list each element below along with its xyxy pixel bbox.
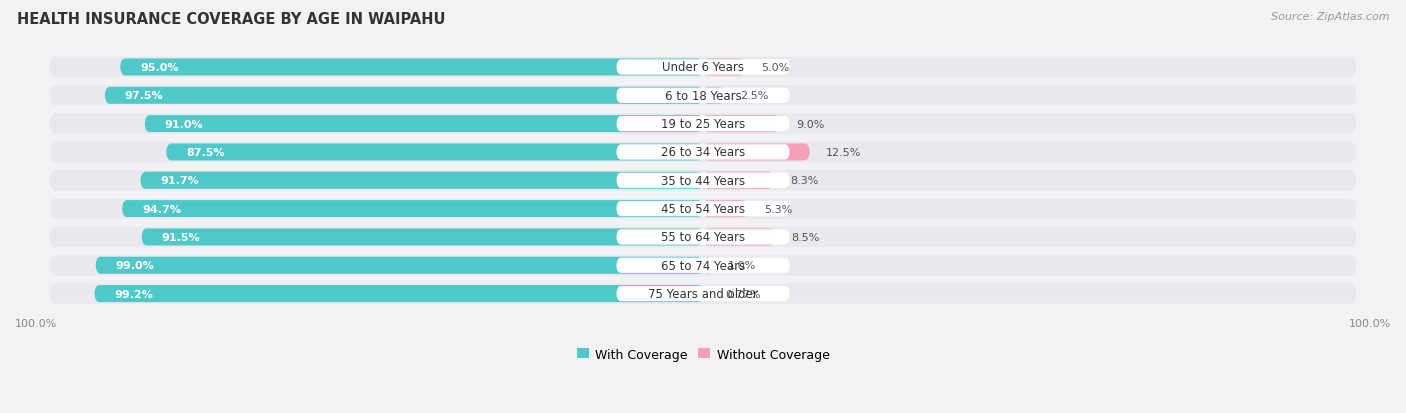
FancyBboxPatch shape (145, 116, 703, 133)
FancyBboxPatch shape (616, 202, 790, 217)
Text: 5.0%: 5.0% (762, 63, 790, 73)
FancyBboxPatch shape (616, 286, 790, 301)
FancyBboxPatch shape (703, 172, 773, 189)
FancyBboxPatch shape (94, 285, 703, 302)
Text: 75 Years and older: 75 Years and older (648, 287, 758, 300)
FancyBboxPatch shape (105, 88, 703, 104)
FancyBboxPatch shape (703, 144, 810, 161)
FancyBboxPatch shape (142, 229, 703, 246)
Text: 8.3%: 8.3% (790, 176, 818, 186)
Text: 55 to 64 Years: 55 to 64 Years (661, 231, 745, 244)
Text: 65 to 74 Years: 65 to 74 Years (661, 259, 745, 272)
FancyBboxPatch shape (49, 171, 1357, 191)
Text: 94.7%: 94.7% (142, 204, 181, 214)
Text: 5.3%: 5.3% (765, 204, 793, 214)
FancyBboxPatch shape (49, 256, 1357, 276)
FancyBboxPatch shape (616, 88, 790, 104)
FancyBboxPatch shape (49, 284, 1357, 304)
FancyBboxPatch shape (141, 172, 703, 189)
Text: 91.0%: 91.0% (165, 119, 204, 129)
Text: 99.0%: 99.0% (115, 261, 155, 271)
FancyBboxPatch shape (703, 59, 745, 76)
FancyBboxPatch shape (120, 59, 703, 76)
Text: 0.77%: 0.77% (725, 289, 761, 299)
FancyBboxPatch shape (616, 258, 790, 273)
FancyBboxPatch shape (703, 285, 710, 302)
Text: 97.5%: 97.5% (125, 91, 163, 101)
FancyBboxPatch shape (49, 57, 1357, 78)
Text: 12.5%: 12.5% (825, 147, 860, 157)
Text: 95.0%: 95.0% (141, 63, 179, 73)
Text: 45 to 54 Years: 45 to 54 Years (661, 203, 745, 216)
FancyBboxPatch shape (49, 86, 1357, 106)
FancyBboxPatch shape (49, 142, 1357, 163)
Text: 35 to 44 Years: 35 to 44 Years (661, 174, 745, 188)
FancyBboxPatch shape (703, 201, 748, 218)
FancyBboxPatch shape (49, 199, 1357, 219)
FancyBboxPatch shape (616, 145, 790, 160)
Text: 6 to 18 Years: 6 to 18 Years (665, 90, 741, 102)
Text: 99.2%: 99.2% (114, 289, 153, 299)
FancyBboxPatch shape (122, 201, 703, 218)
Text: 8.5%: 8.5% (792, 233, 820, 242)
FancyBboxPatch shape (616, 117, 790, 132)
Text: 9.0%: 9.0% (796, 119, 824, 129)
Text: 1.0%: 1.0% (727, 261, 756, 271)
FancyBboxPatch shape (616, 173, 790, 188)
Text: 19 to 25 Years: 19 to 25 Years (661, 118, 745, 131)
Text: 87.5%: 87.5% (186, 147, 225, 157)
Text: 2.5%: 2.5% (741, 91, 769, 101)
Text: 91.7%: 91.7% (160, 176, 200, 186)
FancyBboxPatch shape (703, 88, 724, 104)
FancyBboxPatch shape (49, 227, 1357, 247)
Text: Source: ZipAtlas.com: Source: ZipAtlas.com (1271, 12, 1389, 22)
Text: 91.5%: 91.5% (162, 233, 200, 242)
Text: Under 6 Years: Under 6 Years (662, 61, 744, 74)
FancyBboxPatch shape (703, 116, 780, 133)
FancyBboxPatch shape (616, 60, 790, 76)
FancyBboxPatch shape (166, 144, 703, 161)
FancyBboxPatch shape (703, 257, 711, 274)
FancyBboxPatch shape (96, 257, 703, 274)
Text: HEALTH INSURANCE COVERAGE BY AGE IN WAIPAHU: HEALTH INSURANCE COVERAGE BY AGE IN WAIP… (17, 12, 446, 27)
FancyBboxPatch shape (49, 114, 1357, 135)
FancyBboxPatch shape (616, 230, 790, 245)
FancyBboxPatch shape (703, 229, 776, 246)
Legend: With Coverage, Without Coverage: With Coverage, Without Coverage (572, 343, 834, 366)
Text: 26 to 34 Years: 26 to 34 Years (661, 146, 745, 159)
